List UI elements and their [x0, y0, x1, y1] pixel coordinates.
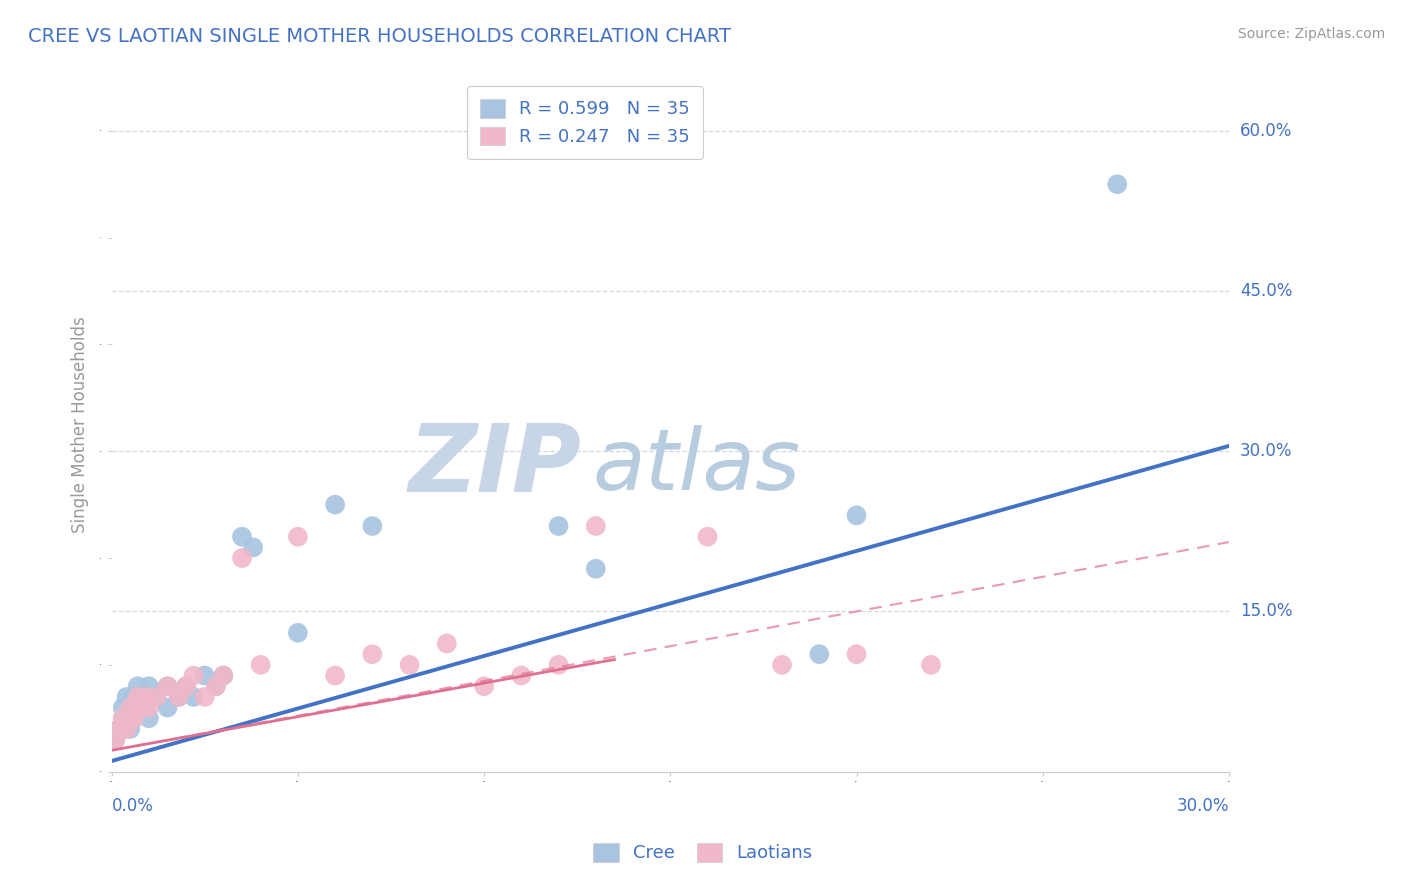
Point	[212, 668, 235, 682]
Point	[205, 679, 228, 693]
Point	[845, 508, 868, 523]
Point	[287, 530, 309, 544]
Point	[111, 711, 134, 725]
Point	[108, 722, 131, 736]
Point	[127, 679, 149, 693]
Text: 60.0%: 60.0%	[1240, 122, 1292, 140]
Point	[808, 647, 831, 661]
Point	[205, 679, 228, 693]
Point	[127, 690, 149, 704]
Point	[231, 551, 253, 566]
Point	[138, 711, 160, 725]
Point	[120, 700, 142, 714]
Point	[242, 541, 264, 555]
Text: Source: ZipAtlas.com: Source: ZipAtlas.com	[1237, 27, 1385, 41]
Point	[131, 690, 153, 704]
Text: atlas: atlas	[592, 425, 800, 508]
Point	[361, 647, 384, 661]
Point	[167, 690, 190, 704]
Point	[122, 690, 145, 704]
Point	[167, 690, 190, 704]
Point	[398, 657, 420, 672]
Point	[547, 519, 569, 533]
Point	[104, 732, 127, 747]
Point	[510, 668, 533, 682]
Point	[194, 668, 217, 682]
Point	[120, 700, 142, 714]
Point	[122, 711, 145, 725]
Point	[845, 647, 868, 661]
Text: 30.0%: 30.0%	[1240, 442, 1292, 460]
Point	[174, 679, 197, 693]
Point	[111, 711, 134, 725]
Legend: Cree, Laotians: Cree, Laotians	[586, 836, 820, 870]
Legend: R = 0.599   N = 35, R = 0.247   N = 35: R = 0.599 N = 35, R = 0.247 N = 35	[467, 87, 703, 159]
Point	[115, 722, 138, 736]
Text: 0.0%: 0.0%	[111, 797, 153, 814]
Point	[138, 679, 160, 693]
Point	[131, 700, 153, 714]
Point	[156, 679, 179, 693]
Text: ZIP: ZIP	[408, 420, 581, 512]
Point	[108, 722, 131, 736]
Point	[361, 519, 384, 533]
Point	[120, 711, 142, 725]
Text: 15.0%: 15.0%	[1240, 602, 1292, 621]
Point	[120, 722, 142, 736]
Point	[156, 700, 179, 714]
Point	[127, 700, 149, 714]
Point	[249, 657, 271, 672]
Text: 45.0%: 45.0%	[1240, 282, 1292, 300]
Point	[920, 657, 942, 672]
Point	[183, 668, 205, 682]
Point	[770, 657, 793, 672]
Point	[174, 679, 197, 693]
Text: 30.0%: 30.0%	[1177, 797, 1229, 814]
Point	[323, 668, 346, 682]
Point	[104, 732, 127, 747]
Point	[231, 530, 253, 544]
Point	[145, 690, 167, 704]
Y-axis label: Single Mother Households: Single Mother Households	[72, 316, 89, 533]
Point	[111, 700, 134, 714]
Point	[134, 700, 156, 714]
Point	[145, 690, 167, 704]
Point	[585, 519, 607, 533]
Point	[156, 679, 179, 693]
Text: CREE VS LAOTIAN SINGLE MOTHER HOUSEHOLDS CORRELATION CHART: CREE VS LAOTIAN SINGLE MOTHER HOUSEHOLDS…	[28, 27, 731, 45]
Point	[1107, 178, 1129, 192]
Point	[134, 690, 156, 704]
Point	[194, 690, 217, 704]
Point	[115, 690, 138, 704]
Point	[547, 657, 569, 672]
Point	[122, 711, 145, 725]
Point	[115, 711, 138, 725]
Point	[212, 668, 235, 682]
Point	[323, 498, 346, 512]
Point	[127, 700, 149, 714]
Point	[472, 679, 495, 693]
Point	[436, 636, 458, 650]
Point	[138, 700, 160, 714]
Point	[585, 562, 607, 576]
Point	[287, 625, 309, 640]
Point	[183, 690, 205, 704]
Point	[696, 530, 718, 544]
